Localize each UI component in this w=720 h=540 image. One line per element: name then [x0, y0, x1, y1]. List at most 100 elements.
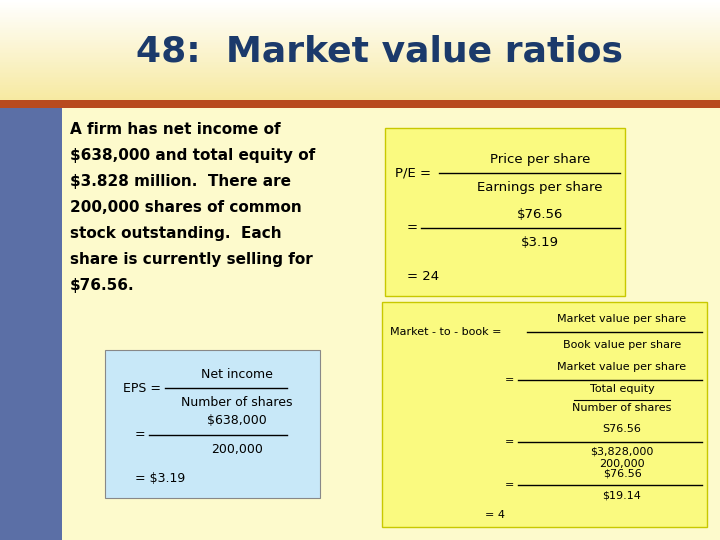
- Text: Number of shares: Number of shares: [572, 403, 672, 413]
- Bar: [0, 0, 720, 2]
- Bar: [0, 43, 720, 45]
- Bar: [382, 302, 707, 527]
- Text: = 4: = 4: [485, 510, 505, 520]
- Text: Market value per share: Market value per share: [557, 314, 687, 324]
- Bar: [0, 6, 720, 9]
- Bar: [0, 78, 720, 80]
- Bar: [0, 25, 720, 27]
- Bar: [0, 8, 720, 10]
- Bar: [0, 28, 720, 30]
- Bar: [0, 2, 720, 4]
- Bar: [0, 52, 720, 54]
- Bar: [0, 10, 720, 12]
- Bar: [0, 108, 62, 540]
- Text: 200,000 shares of common: 200,000 shares of common: [70, 200, 302, 215]
- Text: $3.828 million.  There are: $3.828 million. There are: [70, 174, 291, 189]
- Text: $76.56: $76.56: [517, 207, 563, 220]
- Text: =: =: [505, 437, 514, 447]
- Bar: [0, 50, 720, 52]
- Bar: [0, 40, 720, 42]
- Bar: [0, 45, 720, 47]
- Bar: [0, 63, 720, 65]
- Text: share is currently selling for: share is currently selling for: [70, 252, 312, 267]
- Bar: [0, 73, 720, 76]
- Text: =: =: [505, 480, 514, 490]
- Text: 200,000: 200,000: [211, 442, 263, 456]
- Text: Market value per share: Market value per share: [557, 362, 687, 372]
- Text: $3.19: $3.19: [521, 235, 559, 248]
- Bar: [0, 95, 720, 97]
- Bar: [0, 97, 720, 99]
- Bar: [0, 32, 720, 34]
- Bar: [0, 82, 720, 84]
- Bar: [0, 37, 720, 39]
- Bar: [0, 98, 720, 100]
- Text: 200,000: 200,000: [599, 459, 645, 469]
- Bar: [0, 18, 720, 21]
- Bar: [385, 128, 625, 296]
- Text: 48:  Market value ratios: 48: Market value ratios: [137, 35, 624, 69]
- Bar: [0, 72, 720, 74]
- Text: $638,000: $638,000: [207, 415, 267, 428]
- Bar: [0, 57, 720, 59]
- Text: $3,828,000: $3,828,000: [590, 446, 654, 456]
- Text: Price per share: Price per share: [490, 152, 590, 165]
- Bar: [0, 23, 720, 25]
- Text: =: =: [135, 429, 145, 442]
- Bar: [0, 85, 720, 87]
- Bar: [105, 350, 320, 498]
- Text: $638,000 and total equity of: $638,000 and total equity of: [70, 148, 315, 163]
- Bar: [0, 66, 720, 69]
- Bar: [0, 20, 720, 22]
- Bar: [0, 22, 720, 24]
- Bar: [0, 38, 720, 40]
- Text: =: =: [407, 221, 418, 234]
- Bar: [0, 75, 720, 77]
- Bar: [0, 100, 720, 108]
- Text: Number of shares: Number of shares: [181, 395, 293, 408]
- Bar: [0, 89, 720, 91]
- Text: Total equity: Total equity: [590, 384, 654, 394]
- Text: Earnings per share: Earnings per share: [477, 180, 603, 193]
- Bar: [0, 35, 720, 37]
- Bar: [0, 15, 720, 17]
- Bar: [0, 90, 720, 92]
- Text: stock outstanding.  Each: stock outstanding. Each: [70, 226, 282, 241]
- Bar: [0, 42, 720, 44]
- Bar: [0, 55, 720, 57]
- Text: $76.56.: $76.56.: [70, 278, 135, 293]
- Bar: [0, 62, 720, 64]
- Bar: [0, 17, 720, 19]
- Bar: [0, 92, 720, 94]
- Bar: [0, 5, 720, 7]
- Bar: [0, 69, 720, 71]
- Bar: [0, 30, 720, 32]
- Text: $76.56: $76.56: [603, 468, 642, 478]
- Bar: [0, 86, 720, 89]
- Bar: [0, 77, 720, 79]
- Bar: [0, 14, 720, 16]
- Bar: [0, 70, 720, 72]
- Bar: [0, 3, 720, 5]
- Text: Book value per share: Book value per share: [563, 340, 681, 350]
- Bar: [0, 49, 720, 51]
- Text: S76.56: S76.56: [603, 424, 642, 434]
- Bar: [0, 46, 720, 49]
- Bar: [0, 80, 720, 82]
- Text: $19.14: $19.14: [603, 491, 642, 501]
- Text: =: =: [505, 375, 514, 385]
- Text: = 24: = 24: [407, 269, 439, 282]
- Text: A firm has net income of: A firm has net income of: [70, 122, 281, 137]
- Bar: [0, 58, 720, 60]
- Bar: [0, 26, 720, 29]
- Text: Net income: Net income: [201, 368, 273, 381]
- Text: = $3.19: = $3.19: [135, 471, 185, 484]
- Text: EPS =: EPS =: [123, 381, 161, 395]
- Text: P/E =: P/E =: [395, 166, 431, 179]
- Bar: [0, 60, 720, 62]
- Bar: [0, 108, 720, 540]
- Bar: [0, 83, 720, 85]
- Bar: [0, 65, 720, 67]
- Bar: [0, 33, 720, 36]
- Bar: [0, 53, 720, 56]
